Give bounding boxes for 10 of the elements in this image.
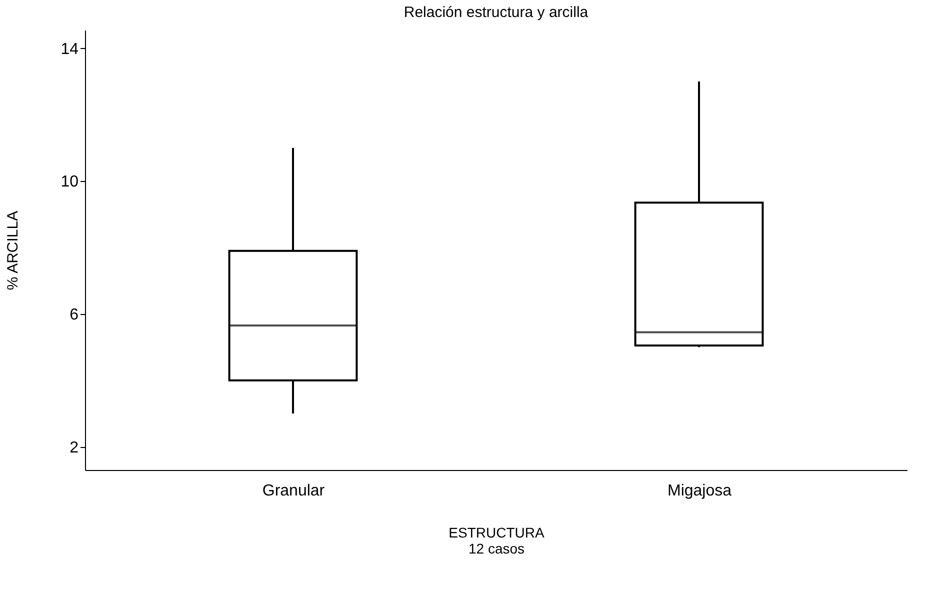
text: 12 casos [468, 540, 525, 556]
y-tick-label: 10 [60, 174, 79, 191]
chart-title: Relación estructura y arcilla [404, 4, 589, 21]
y-tick-label: 2 [70, 439, 79, 456]
x-tick-label: Migajosa [667, 482, 732, 500]
x-tick-label: Granular [262, 482, 326, 500]
y-axis-title: % ARCILLA [4, 210, 22, 290]
y-tick-label: 14 [60, 40, 79, 58]
y-tick-label: 6 [70, 306, 79, 324]
x-axis-title: ESTRUCTURA [448, 524, 545, 540]
